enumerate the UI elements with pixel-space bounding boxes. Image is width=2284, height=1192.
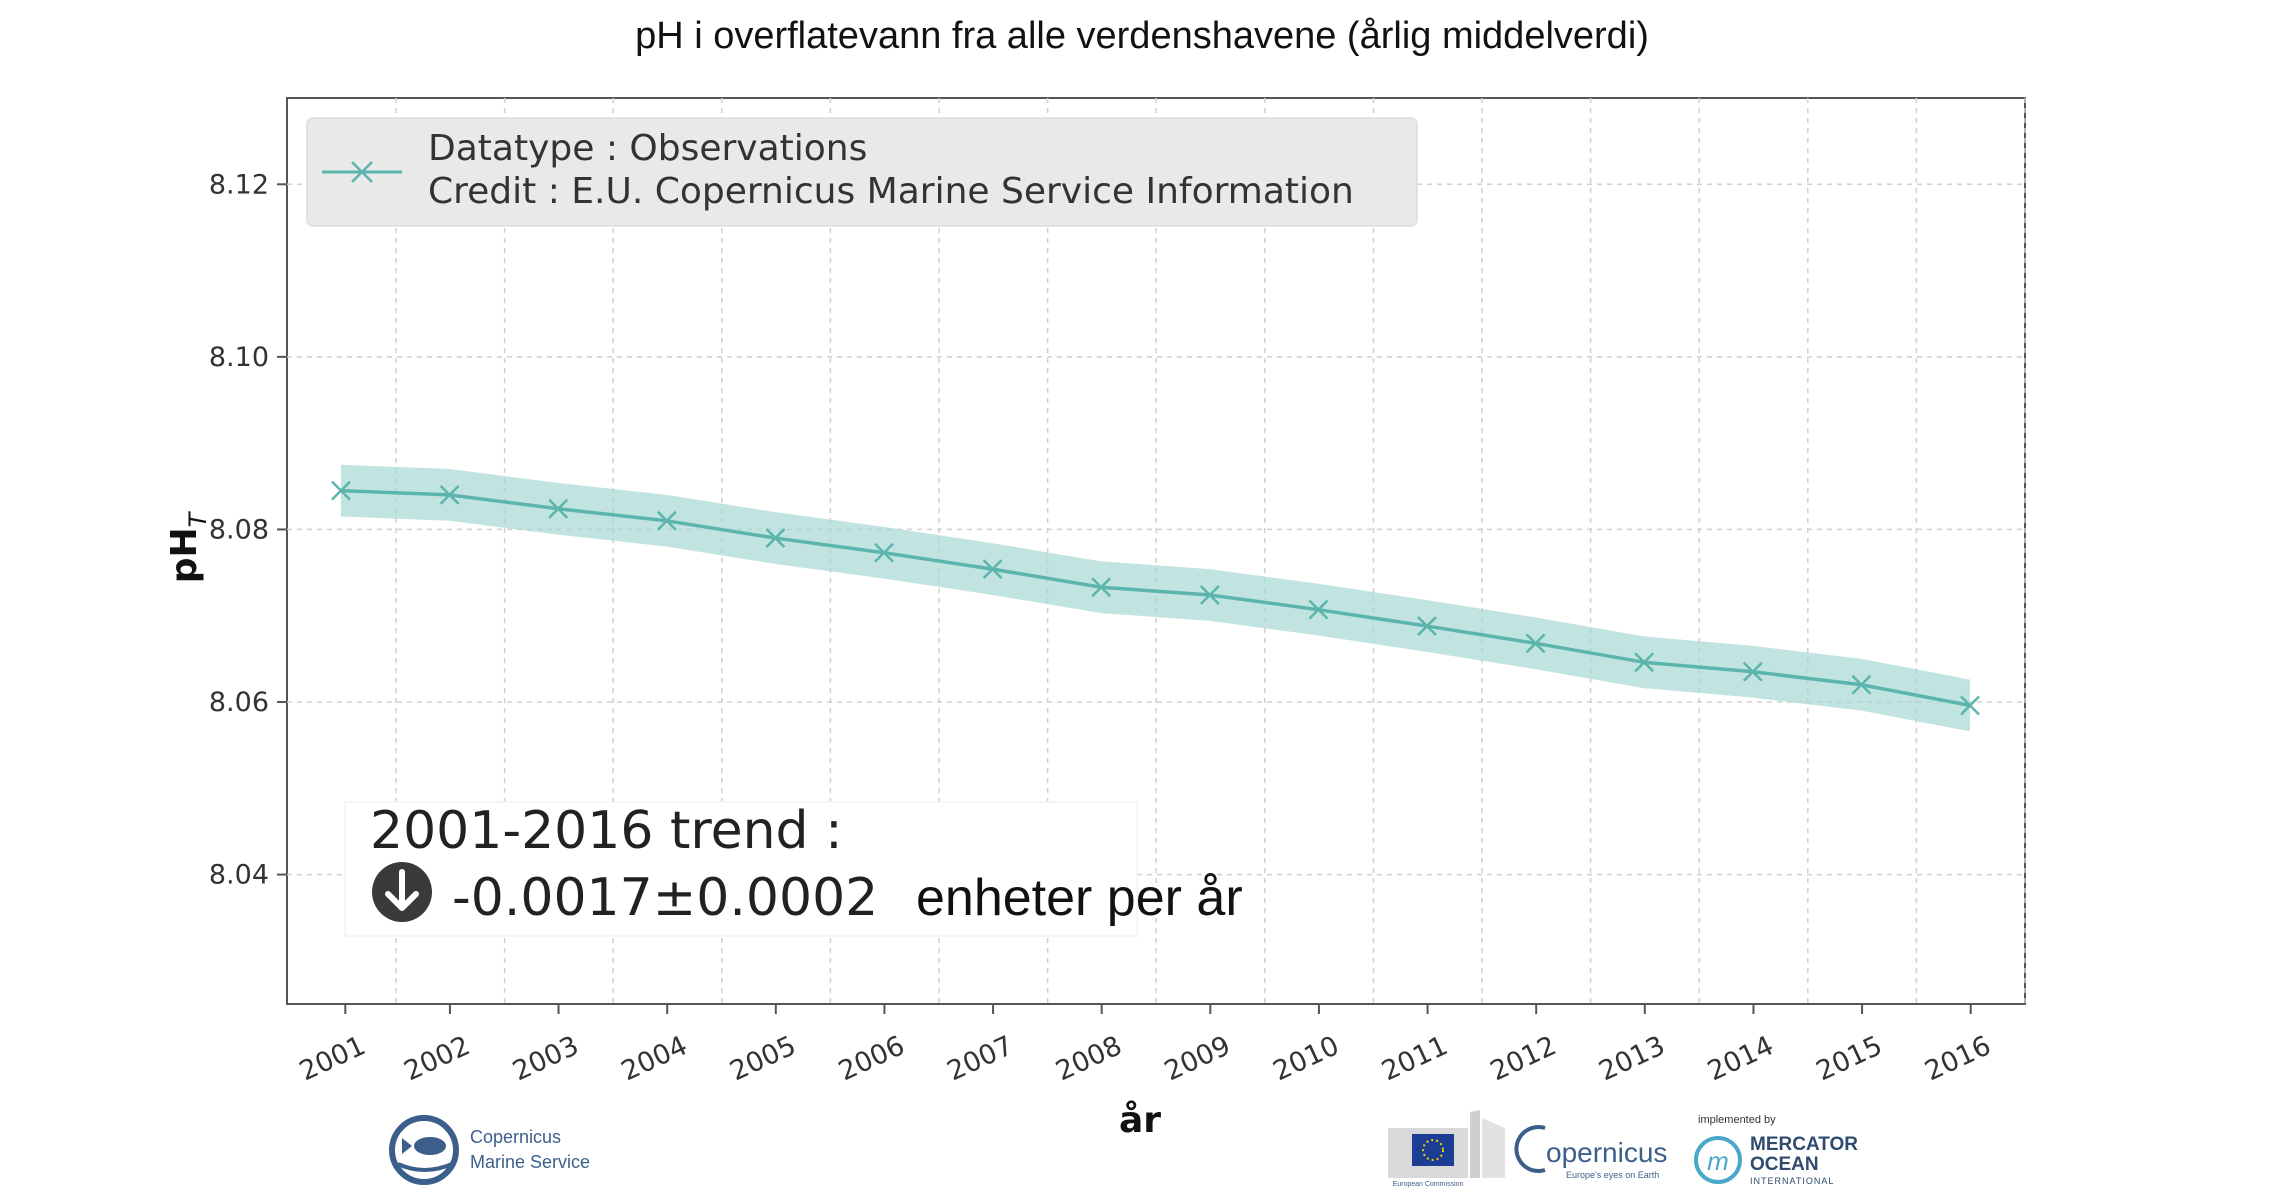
copernicus-tagline: Europe's eyes on Earth [1566, 1170, 1659, 1180]
cmems-name: Copernicus [470, 1127, 561, 1147]
trend-label: 2001-2016 trend : [370, 801, 843, 861]
x-tick-label: 2015 [1812, 1030, 1887, 1087]
x-tick-label: 2004 [617, 1030, 692, 1087]
legend-entry-credit: Credit : E.U. Copernicus Marine Service … [428, 171, 1354, 212]
data-point [1091, 577, 1112, 598]
chart-title: pH i overflatevann fra alle verdenshaven… [635, 15, 1649, 57]
x-axis-label: år [1119, 1100, 1161, 1141]
x-tick-label: 2013 [1594, 1030, 1669, 1087]
data-point [1199, 585, 1220, 605]
x-tick-label: 2014 [1703, 1030, 1778, 1087]
y-tick-label: 8.04 [209, 860, 269, 891]
legend: Datatype : Observations Credit : E.U. Co… [306, 117, 1418, 227]
copernicus-name: opernicus [1546, 1137, 1667, 1168]
arrow-down-circle-icon [372, 862, 432, 922]
series-line-path [340, 488, 1971, 708]
legend-entry-datatype: Datatype : Observations [428, 128, 867, 169]
svg-text:m: m [1707, 1146, 1729, 1176]
trend-units: enheter per år [916, 869, 1243, 927]
data-point [982, 559, 1003, 580]
trend-annotation: 2001-2016 trend : -0.0017±0.0002 enheter… [344, 801, 1243, 937]
x-tick-label: 2009 [1160, 1030, 1235, 1087]
implemented-by-label: implemented by [1698, 1114, 1776, 1126]
eu-caption: European Commission [1393, 1181, 1464, 1188]
y-axis-ticks: 8.04 8.06 8.08 8.10 8.12 [209, 169, 287, 891]
y-axis-label-subscript: T [184, 510, 212, 527]
data-point [874, 542, 894, 563]
cmems-subname: Marine Service [470, 1152, 590, 1172]
y-axis-label: pHT [164, 510, 212, 583]
data-point [548, 498, 569, 519]
data-point [765, 528, 786, 548]
mercator-international: INTERNATIONAL [1750, 1176, 1834, 1186]
mercator-ocean-logo: implemented by m MERCATOR OCEAN INTERNAT… [1694, 1114, 1858, 1186]
data-point [1851, 674, 1872, 695]
data-point [331, 480, 351, 501]
trend-value: -0.0017±0.0002 [452, 868, 878, 928]
x-axis-ticks: 2001 2002 2003 2004 2005 2006 2007 2008 2009 2010… [295, 1004, 1996, 1087]
x-tick-label: 2002 [400, 1030, 475, 1087]
x-tick-label: 2001 [295, 1030, 370, 1087]
eu-logo: European Commission [1388, 1110, 1505, 1188]
confidence-band-area [341, 464, 1970, 732]
data-point [1525, 633, 1546, 654]
x-tick-label: 2006 [834, 1030, 909, 1087]
data-point [1742, 661, 1763, 682]
x-tick-label: 2016 [1920, 1030, 1995, 1087]
data-point [1960, 695, 1980, 716]
legend-marker-swatch [351, 161, 373, 183]
x-tick-label: 2005 [725, 1030, 800, 1087]
y-tick-label: 8.12 [209, 169, 269, 200]
data-point [1308, 599, 1329, 620]
copernicus-c-icon [1514, 1125, 1546, 1173]
svg-text:pHT: pHT [164, 510, 212, 583]
cmems-ring-icon [389, 1115, 459, 1185]
data-point [656, 510, 677, 531]
y-axis-label-main: pH [164, 527, 205, 583]
mercator-ocean: OCEAN [1750, 1154, 1819, 1175]
x-tick-label: 2012 [1486, 1030, 1561, 1087]
x-tick-label: 2010 [1269, 1030, 1344, 1087]
copernicus-logo: opernicus Europe's eyes on Earth [1514, 1125, 1667, 1180]
legend-box [306, 117, 1418, 227]
data-point [1634, 652, 1655, 673]
x-tick-label: 2008 [1051, 1030, 1126, 1087]
fish-icon [414, 1137, 446, 1155]
data-point [439, 485, 460, 505]
y-tick-label: 8.08 [209, 514, 269, 545]
series-markers [331, 480, 1980, 716]
copernicus-marine-logo: Copernicus Marine Service [389, 1115, 590, 1185]
x-tick-label: 2011 [1377, 1030, 1452, 1087]
eu-flag-icon [1412, 1134, 1454, 1166]
mercator-m-icon [1694, 1136, 1742, 1184]
x-tick-label: 2007 [943, 1030, 1018, 1087]
confidence-band [341, 464, 1970, 732]
y-tick-label: 8.06 [209, 687, 269, 718]
trend-box [344, 801, 1138, 937]
x-tick-label: 2003 [508, 1030, 583, 1087]
mercator-name: MERCATOR [1750, 1134, 1858, 1155]
series-line [340, 488, 1971, 708]
y-tick-label: 8.10 [209, 342, 269, 373]
data-point [1417, 616, 1437, 636]
